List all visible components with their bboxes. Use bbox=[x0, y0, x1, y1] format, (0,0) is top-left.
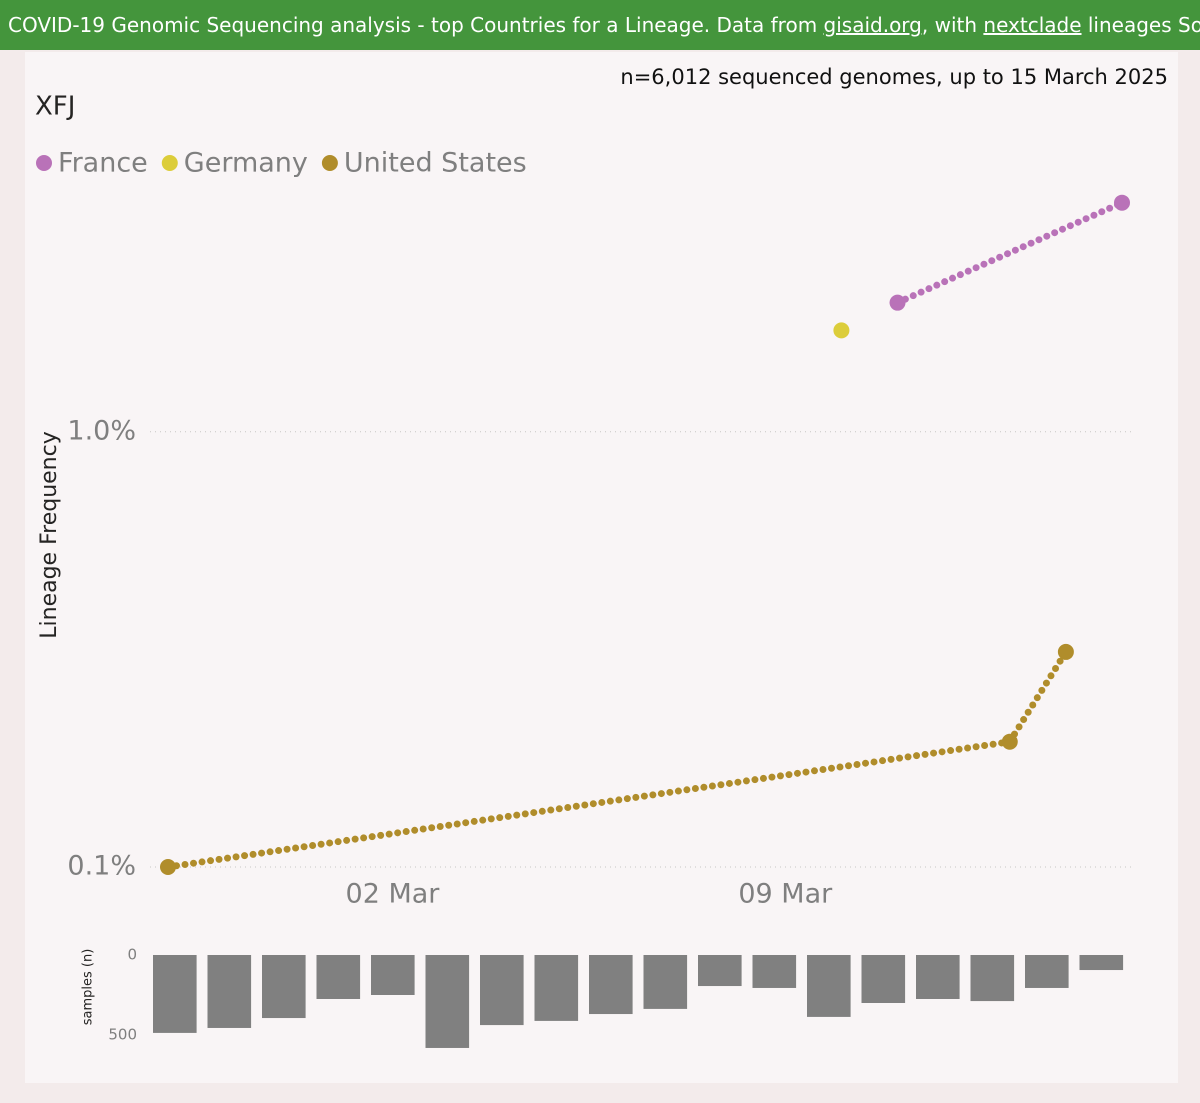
series-line bbox=[894, 199, 1126, 307]
legend-label: France bbox=[58, 148, 148, 179]
bar bbox=[643, 955, 688, 1009]
header-link[interactable]: nextclade bbox=[983, 13, 1082, 37]
bar bbox=[1079, 955, 1124, 971]
y-tick-label: 500 bbox=[108, 1026, 137, 1044]
y-tick-label: 1.0% bbox=[67, 415, 136, 446]
y-tick-label: 0 bbox=[127, 946, 137, 964]
bar bbox=[425, 955, 470, 1048]
x-tick-label: 02 Mar bbox=[346, 879, 441, 910]
bar bbox=[970, 955, 1015, 1002]
header-link[interactable]: gisaid.org bbox=[823, 13, 922, 37]
y-tick-label: 0.1% bbox=[67, 851, 136, 882]
x-tick-label: 09 Mar bbox=[738, 879, 833, 910]
bar bbox=[916, 955, 960, 999]
bar bbox=[807, 955, 851, 1017]
y-axis-label: samples (n) bbox=[81, 949, 96, 1026]
header-text: COVID-19 Genomic Sequencing analysis - t… bbox=[8, 13, 818, 37]
header: COVID-19 Genomic Sequencing analysis - t… bbox=[0, 0, 1200, 50]
bar bbox=[534, 955, 579, 1021]
bar bbox=[752, 955, 797, 988]
bar bbox=[316, 955, 361, 999]
bar bbox=[480, 955, 524, 1026]
legend-label: United States bbox=[344, 148, 527, 179]
bar bbox=[371, 955, 415, 995]
chart-subtitle: n=6,012 sequenced genomes, up to 15 Marc… bbox=[620, 65, 1168, 89]
chart-title: XFJ bbox=[35, 92, 75, 122]
data-point bbox=[833, 322, 850, 339]
bar bbox=[153, 955, 197, 1033]
bar bbox=[207, 955, 252, 1028]
bar bbox=[1025, 955, 1069, 988]
data-point bbox=[1057, 643, 1074, 660]
header-text: , with bbox=[921, 13, 978, 37]
bar bbox=[698, 955, 742, 987]
data-point bbox=[1114, 194, 1130, 211]
data-point bbox=[889, 294, 906, 311]
legend-marker bbox=[161, 155, 178, 171]
panel bbox=[25, 52, 1178, 1083]
series-line bbox=[164, 648, 1070, 871]
header-text: lineages So bbox=[1087, 13, 1200, 37]
legend-marker bbox=[321, 155, 338, 171]
legend-marker bbox=[36, 155, 52, 171]
bar bbox=[861, 955, 906, 1003]
bar bbox=[589, 955, 633, 1015]
data-point bbox=[160, 859, 176, 875]
bar bbox=[262, 955, 306, 1019]
legend-label: Germany bbox=[184, 148, 308, 179]
y-axis-label: Lineage Frequency bbox=[37, 431, 62, 638]
data-point bbox=[1001, 733, 1018, 750]
